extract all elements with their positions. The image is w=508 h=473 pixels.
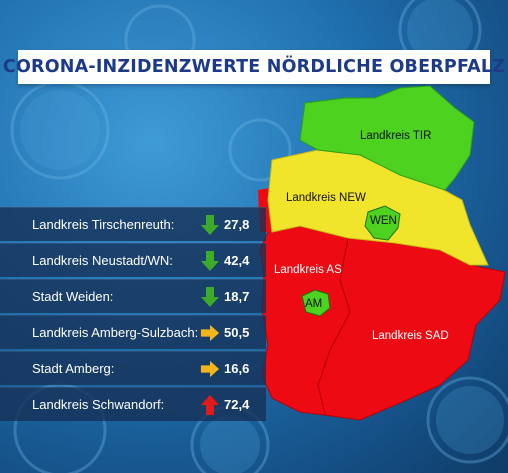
row-label: Landkreis Neustadt/WN: [32,253,173,268]
row-label: Landkreis Schwandorf: [32,397,165,412]
incidence-row: Stadt Weiden: 18,7 [0,279,266,313]
incidence-row: Landkreis Neustadt/WN: 42,4 [0,243,266,277]
region-wen [364,205,401,241]
arrow-down-icon [201,287,219,307]
incidence-row: Landkreis Amberg-Sulzbach: 50,5 [0,315,266,349]
incidence-row: Stadt Amberg: 16,6 [0,351,266,385]
page-title: CORONA-INZIDENZWERTE NÖRDLICHE OBERPFALZ [2,57,506,77]
row-label: Landkreis Tirschenreuth: [32,217,175,232]
region-tir [299,85,475,191]
row-value: 16,6 [224,361,250,376]
label-as: Landkreis AS [274,264,342,276]
title-banner: CORONA-INZIDENZWERTE NÖRDLICHE OBERPFALZ [3,50,505,84]
row-label: Stadt Weiden: [32,289,114,304]
incidence-row: Landkreis Schwandorf: 72,4 [0,387,266,421]
label-new: Landkreis NEW [286,192,366,204]
region-am [301,289,331,317]
arrow-down-icon [201,251,219,271]
arrow-up-icon [201,395,219,415]
label-sad: Landkreis SAD [372,330,449,342]
row-label: Stadt Amberg: [32,361,115,376]
arrow-down-icon [201,215,219,235]
row-value: 72,4 [224,397,250,412]
incidence-row: Landkreis Tirschenreuth: 27,8 [0,207,266,241]
arrow-right-icon [200,360,220,378]
row-value: 18,7 [224,289,250,304]
label-wen: WEN [370,215,397,227]
label-tir: Landkreis TIR [360,130,431,142]
row-value: 42,4 [224,253,250,268]
label-am: AM [305,298,322,310]
row-value: 50,5 [224,325,250,340]
row-label: Landkreis Amberg-Sulzbach: [32,325,199,340]
row-value: 27,8 [224,217,250,232]
arrow-right-icon [200,324,220,342]
